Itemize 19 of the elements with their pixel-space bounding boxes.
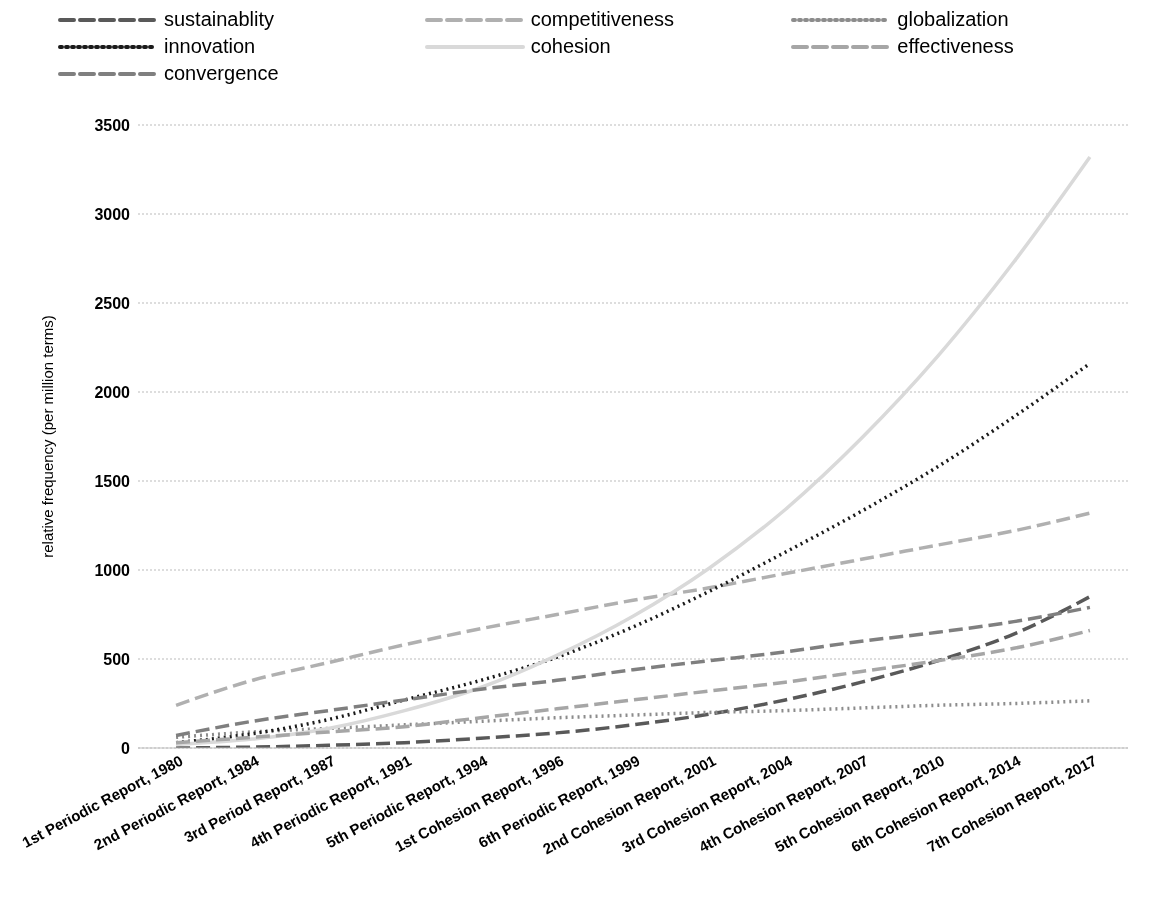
legend-label: competitiveness	[530, 8, 675, 31]
legend-label: effectiveness	[897, 35, 1014, 58]
legend-label: convergence	[164, 62, 279, 85]
y-tick-label: 3500	[94, 116, 131, 134]
y-tick-label: 2500	[94, 294, 131, 312]
y-tick-label: 2000	[94, 383, 131, 401]
legend-label: sustainablity	[164, 8, 275, 31]
legend-label: cohesion	[530, 35, 611, 58]
y-axis-title: relative frequency (per million terms)	[39, 315, 57, 558]
y-tick-label: 1500	[94, 472, 131, 490]
line-series	[174, 155, 1092, 747]
legend-label: globalization	[897, 8, 1009, 31]
line-series	[174, 699, 1092, 740]
legend-label: innovation	[164, 35, 256, 58]
y-tick-label: 500	[103, 650, 131, 668]
y-tick-label: 0	[121, 739, 131, 757]
line-series	[174, 628, 1092, 745]
y-tick-label: 1000	[94, 561, 131, 579]
y-tick-label: 3000	[94, 205, 131, 223]
